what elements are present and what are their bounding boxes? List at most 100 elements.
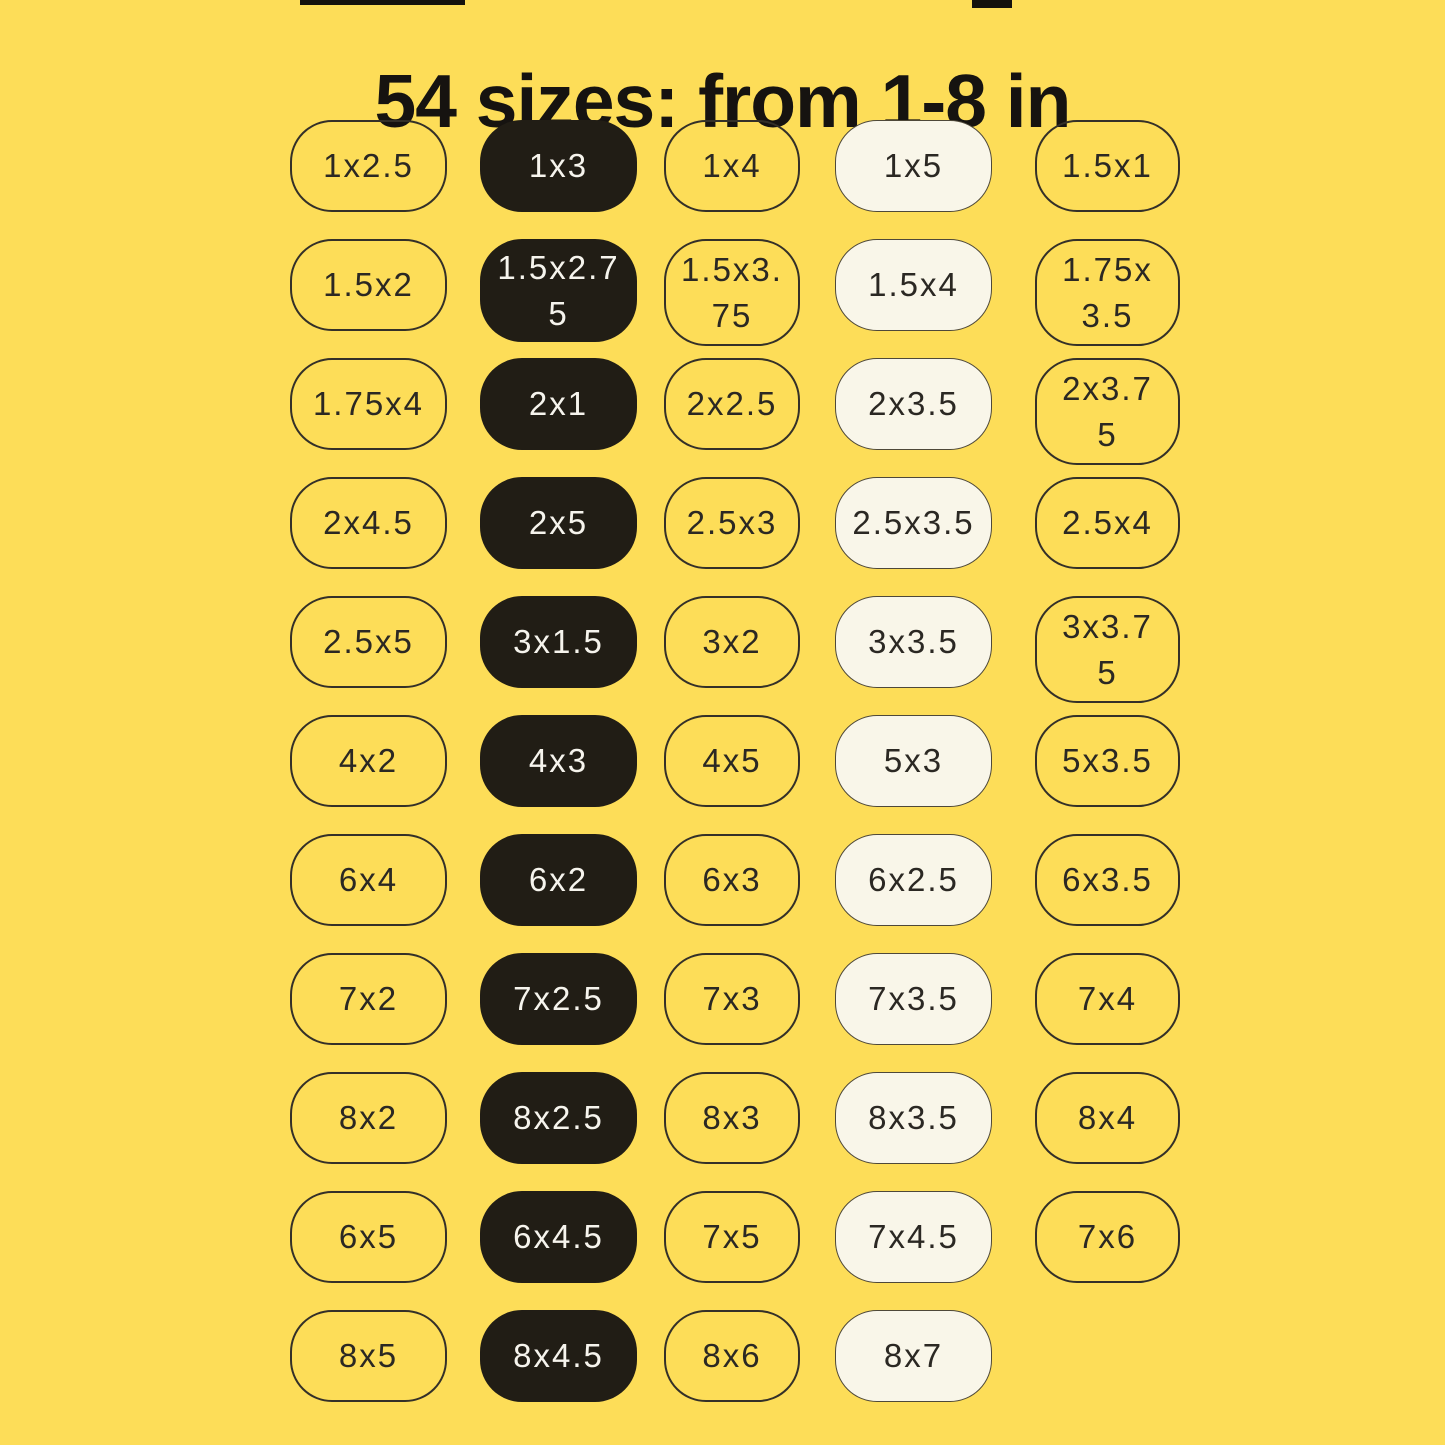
size-pill: 1.75x 3.5 [1035,239,1180,347]
grid-cell: 3x2 [664,596,835,688]
grid-cell: 8x3.5 [835,1072,1035,1164]
grid-cell: 7x3.5 [835,953,1035,1045]
grid-cell: 3x3.7 5 [1035,596,1180,704]
size-pill: 6x2 [480,834,637,926]
top-edge-artifact [972,0,1012,8]
grid-cell: 4x5 [664,715,835,807]
grid-cell: 7x6 [1035,1191,1180,1283]
size-pill: 2.5x3.5 [835,477,992,569]
size-pill: 7x3 [664,953,800,1045]
grid-cell: 2.5x3.5 [835,477,1035,569]
grid-cell: 1.75x 3.5 [1035,239,1180,347]
grid-cell: 7x4 [1035,953,1180,1045]
size-pill: 2x3.5 [835,358,992,450]
size-pill: 6x3.5 [1035,834,1180,926]
size-pill: 7x3.5 [835,953,992,1045]
size-pill: 7x2 [290,953,447,1045]
size-pill: 1.5x2.7 5 [480,239,637,343]
grid-cell: 1.75x4 [290,358,480,450]
grid-cell: 8x7 [835,1310,1035,1402]
size-pill: 1.5x1 [1035,120,1180,212]
grid-cell: 8x2.5 [480,1072,664,1164]
size-pill: 7x4 [1035,953,1180,1045]
grid-cell: 1.5x3. 75 [664,239,835,347]
grid-cell: 7x3 [664,953,835,1045]
size-pill: 1x5 [835,120,992,212]
grid-cell: 2x3.5 [835,358,1035,450]
grid-cell: 6x4 [290,834,480,926]
size-pill: 3x3.5 [835,596,992,688]
grid-cell: 7x2.5 [480,953,664,1045]
grid-cell: 8x4 [1035,1072,1180,1164]
size-pill: 2x2.5 [664,358,800,450]
size-pill: 6x4.5 [480,1191,637,1283]
size-pill: 8x2 [290,1072,447,1164]
grid-cell: 6x2 [480,834,664,926]
size-pill: 3x1.5 [480,596,637,688]
size-pill: 4x2 [290,715,447,807]
size-pill: 8x4.5 [480,1310,637,1402]
size-pill: 7x5 [664,1191,800,1283]
size-grid: 1x2.5 1x3 1x4 1x5 1.5x1 1.5x2 1.5x2.7 5 1.5x3. … [290,120,1180,1429]
grid-cell: 5x3 [835,715,1035,807]
size-pill: 8x6 [664,1310,800,1402]
grid-cell: 1x4 [664,120,835,212]
grid-cell: 2.5x4 [1035,477,1180,569]
size-pill: 2x5 [480,477,637,569]
size-pill: 8x5 [290,1310,447,1402]
grid-cell: 1.5x4 [835,239,1035,331]
grid-cell: 1.5x2.7 5 [480,239,664,343]
grid-cell: 6x3.5 [1035,834,1180,926]
size-pill: 2x3.7 5 [1035,358,1180,466]
size-pill: 7x4.5 [835,1191,992,1283]
grid-cell: 1x3 [480,120,664,212]
grid-cell: 8x5 [290,1310,480,1402]
grid-cell: 2x1 [480,358,664,450]
size-pill: 2.5x4 [1035,477,1180,569]
size-pill: 1.5x3. 75 [664,239,800,347]
grid-cell: 2.5x3 [664,477,835,569]
grid-cell: 3x3.5 [835,596,1035,688]
size-pill: 6x5 [290,1191,447,1283]
grid-cell: 4x2 [290,715,480,807]
grid-cell: 1x2.5 [290,120,480,212]
size-pill: 1.75x4 [290,358,447,450]
size-pill: 1.5x4 [835,239,992,331]
size-pill: 5x3.5 [1035,715,1180,807]
grid-cell: 6x5 [290,1191,480,1283]
grid-cell: 8x2 [290,1072,480,1164]
grid-cell: 5x3.5 [1035,715,1180,807]
size-pill: 1x2.5 [290,120,447,212]
grid-cell: 2x3.7 5 [1035,358,1180,466]
size-pill: 5x3 [835,715,992,807]
grid-cell: 8x3 [664,1072,835,1164]
grid-cell: 7x2 [290,953,480,1045]
grid-cell: 1.5x2 [290,239,480,331]
grid-cell: 7x5 [664,1191,835,1283]
grid-cell: 6x2.5 [835,834,1035,926]
size-pill: 1x3 [480,120,637,212]
size-pill: 1.5x2 [290,239,447,331]
size-pill: 8x4 [1035,1072,1180,1164]
size-pill: 3x2 [664,596,800,688]
size-pill: 6x3 [664,834,800,926]
grid-cell: 1.5x1 [1035,120,1180,212]
size-pill: 4x3 [480,715,637,807]
grid-cell: 2.5x5 [290,596,480,688]
grid-cell: 4x3 [480,715,664,807]
grid-cell: 8x6 [664,1310,835,1402]
size-pill: 1x4 [664,120,800,212]
size-pill: 6x2.5 [835,834,992,926]
grid-cell: 2x5 [480,477,664,569]
size-pill: 6x4 [290,834,447,926]
size-pill: 2.5x5 [290,596,447,688]
size-pill: 7x6 [1035,1191,1180,1283]
size-pill: 7x2.5 [480,953,637,1045]
top-edge-artifact [300,0,465,5]
size-pill: 8x7 [835,1310,992,1402]
grid-cell: 6x3 [664,834,835,926]
size-pill: 2.5x3 [664,477,800,569]
grid-cell: 3x1.5 [480,596,664,688]
grid-cell: 2x2.5 [664,358,835,450]
